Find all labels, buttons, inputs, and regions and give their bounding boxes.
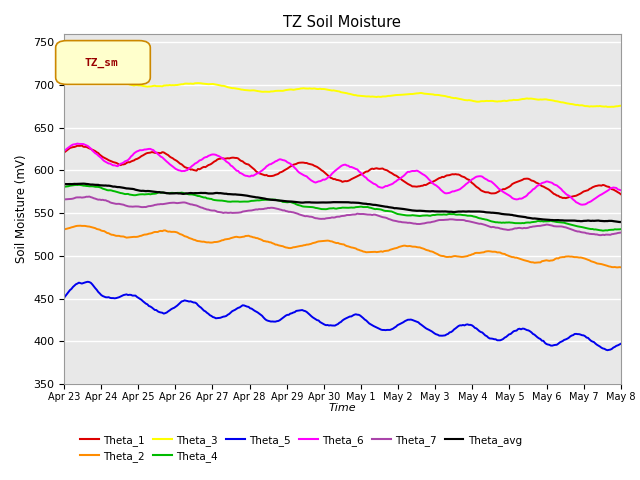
Theta_7 (240, 208, 248, 214)
Theta_5 (617, 341, 625, 347)
Theta_5 (604, 348, 611, 353)
Theta_6 (198, 156, 206, 162)
Theta_2 (77, 223, 84, 228)
Theta_1 (78, 143, 86, 148)
Text: TZ_sm: TZ_sm (85, 58, 119, 68)
Theta_4 (240, 199, 248, 204)
Theta_6 (74, 141, 81, 146)
Theta_5 (84, 279, 92, 285)
Theta_4 (395, 211, 403, 217)
Theta_7 (395, 219, 403, 225)
Theta_5 (198, 306, 206, 312)
Theta_3 (60, 77, 68, 83)
Theta_6 (617, 187, 625, 193)
Theta_3 (596, 103, 604, 109)
Line: Theta_avg: Theta_avg (64, 184, 621, 222)
Theta_1 (60, 150, 68, 156)
Theta_4 (617, 226, 625, 232)
Theta_avg (340, 199, 348, 205)
Theta_5 (60, 295, 68, 300)
Legend: Theta_1, Theta_2, Theta_3, Theta_4, Theta_5, Theta_6, Theta_7, Theta_avg: Theta_1, Theta_2, Theta_3, Theta_4, Thet… (81, 435, 522, 462)
Theta_7 (252, 206, 260, 212)
Theta_5 (395, 322, 403, 327)
Theta_1 (598, 183, 605, 189)
Theta_4 (60, 184, 68, 190)
Theta_4 (252, 198, 260, 204)
Theta_5 (596, 344, 604, 349)
Theta_3 (605, 104, 612, 110)
Theta_avg (617, 219, 625, 225)
FancyBboxPatch shape (56, 41, 150, 84)
Title: TZ Soil Moisture: TZ Soil Moisture (284, 15, 401, 30)
Theta_7 (598, 232, 605, 238)
Theta_avg (77, 181, 84, 187)
Line: Theta_3: Theta_3 (64, 78, 621, 107)
Theta_avg (252, 194, 260, 200)
Line: Theta_4: Theta_4 (64, 185, 621, 231)
Theta_avg (596, 218, 604, 224)
Theta_6 (252, 171, 260, 177)
Theta_2 (340, 241, 348, 247)
Theta_3 (395, 92, 403, 98)
Theta_3 (90, 75, 98, 81)
Theta_2 (617, 264, 625, 270)
Theta_1 (395, 175, 403, 180)
Theta_6 (598, 192, 605, 197)
Line: Theta_1: Theta_1 (64, 145, 621, 198)
Theta_3 (340, 90, 348, 96)
Theta_2 (596, 261, 604, 267)
Theta_2 (240, 234, 248, 240)
Theta_2 (252, 235, 260, 241)
Theta_6 (340, 162, 348, 168)
Theta_7 (596, 232, 604, 238)
Theta_7 (198, 205, 206, 211)
Theta_2 (614, 264, 621, 270)
Theta_3 (617, 103, 625, 108)
Line: Theta_7: Theta_7 (64, 196, 621, 235)
Line: Theta_6: Theta_6 (64, 144, 621, 204)
Theta_3 (240, 87, 248, 93)
Theta_1 (198, 165, 206, 170)
Theta_6 (579, 202, 586, 207)
Theta_6 (60, 148, 68, 154)
Theta_5 (240, 302, 248, 308)
Line: Theta_5: Theta_5 (64, 282, 621, 350)
Theta_1 (252, 168, 260, 174)
Theta_1 (340, 179, 348, 184)
Theta_1 (240, 160, 248, 166)
X-axis label: Time: Time (328, 403, 356, 413)
Theta_2 (395, 244, 403, 250)
Theta_avg (60, 181, 68, 187)
Theta_5 (252, 309, 260, 314)
Line: Theta_2: Theta_2 (64, 226, 621, 267)
Theta_avg (240, 192, 248, 198)
Theta_2 (60, 227, 68, 232)
Theta_3 (252, 88, 260, 94)
Theta_4 (340, 205, 348, 211)
Theta_7 (617, 229, 625, 235)
Theta_2 (198, 239, 206, 245)
Theta_avg (395, 205, 403, 211)
Theta_4 (75, 182, 83, 188)
Theta_7 (60, 196, 68, 202)
Theta_1 (562, 195, 570, 201)
Theta_7 (86, 193, 93, 199)
Theta_6 (240, 172, 248, 178)
Theta_7 (340, 213, 348, 219)
Theta_4 (198, 194, 206, 200)
Theta_5 (340, 317, 348, 323)
Y-axis label: Soil Moisture (mV): Soil Moisture (mV) (15, 155, 28, 263)
Theta_1 (617, 192, 625, 197)
Theta_avg (198, 190, 206, 196)
Theta_4 (599, 228, 607, 234)
Theta_4 (596, 228, 604, 233)
Theta_6 (395, 177, 403, 182)
Theta_3 (198, 81, 206, 86)
